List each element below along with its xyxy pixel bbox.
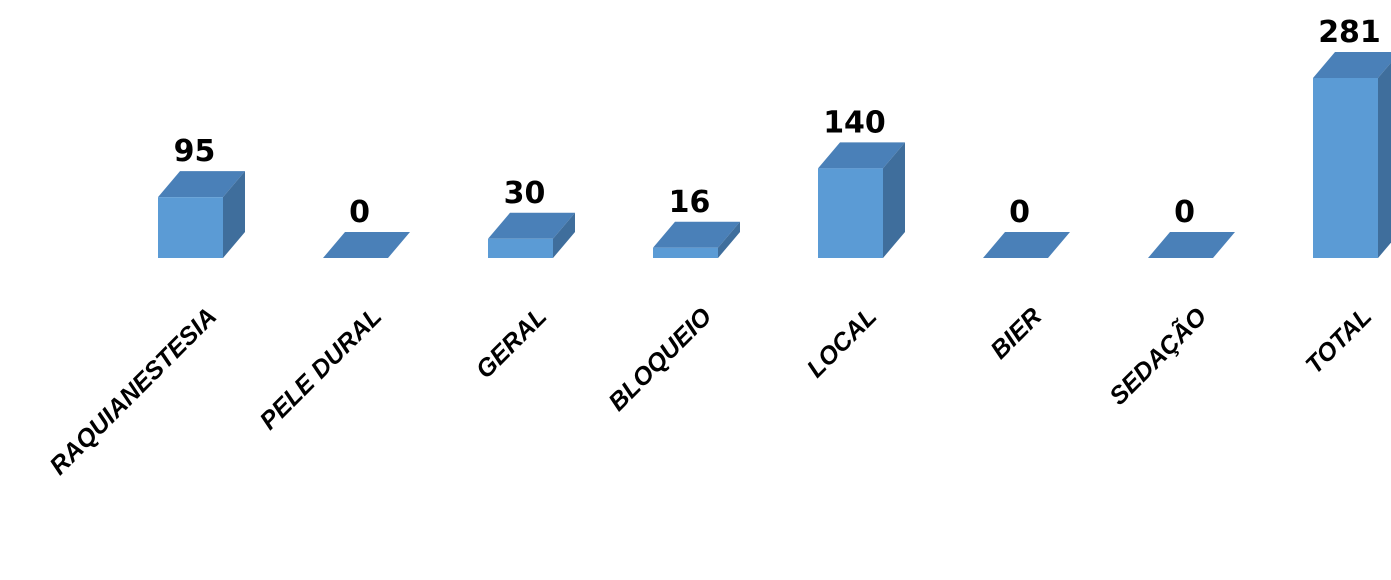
bar-top-face (983, 232, 1070, 258)
bar-top-face (1313, 52, 1391, 78)
bar-side-face (718, 221, 740, 258)
bar-top-face (818, 142, 905, 169)
category-label-sedacao: SEDAÇÃO (1103, 301, 1213, 411)
category-label-local: LOCAL (802, 302, 883, 383)
category-label-total: TOTAL (1300, 302, 1377, 379)
value-label-raquianestesia: 95 (174, 134, 216, 169)
bar-front-face (1313, 78, 1378, 258)
bar-geral (488, 212, 575, 258)
bar-total (1313, 52, 1391, 258)
bar-bier (983, 232, 1070, 258)
bar-side-face (1378, 62, 1391, 258)
bar-front-face (158, 197, 223, 258)
bar-bloqueio (653, 221, 740, 258)
value-label-geral: 30 (504, 176, 546, 211)
value-label-bier: 0 (1009, 195, 1030, 230)
bar-front-face (653, 247, 718, 258)
value-label-sedacao: 0 (1174, 195, 1195, 230)
bar-sedacao (1148, 232, 1235, 258)
value-label-bloqueio: 16 (669, 185, 711, 220)
bar-top-face (158, 171, 245, 198)
category-label-bier: BIER (985, 302, 1047, 364)
bar-top-face (488, 212, 575, 239)
category-label-bloqueio: BLOQUEIO (603, 302, 717, 416)
bar-top-face (323, 232, 410, 258)
bar-front-face (488, 238, 553, 258)
bar-top-face (1148, 232, 1235, 258)
bar-front-face (818, 168, 883, 258)
bar-local (818, 142, 905, 258)
value-label-local: 140 (823, 105, 886, 140)
value-label-pele-dural: 0 (349, 195, 370, 230)
category-label-geral: GERAL (471, 302, 553, 384)
bar-side-face (883, 142, 905, 258)
bar-raquianestesia (158, 171, 245, 258)
bar-side-face (553, 212, 575, 258)
category-label-raquianestesia: RAQUIANESTESIA (44, 302, 222, 480)
bars-layer (158, 52, 1391, 258)
value-labels-layer: 95 0 30 16 140 0 0 281 (174, 15, 1381, 230)
category-label-pele-dural: PELE DURAL (254, 302, 387, 435)
bar-side-face (223, 171, 245, 258)
bar-pele-dural (323, 232, 410, 258)
value-label-total: 281 (1318, 15, 1381, 50)
bar-top-face (653, 221, 740, 248)
category-labels-layer: RAQUIANESTESIA PELE DURAL GERAL BLOQUEIO LOC… (44, 301, 1377, 481)
